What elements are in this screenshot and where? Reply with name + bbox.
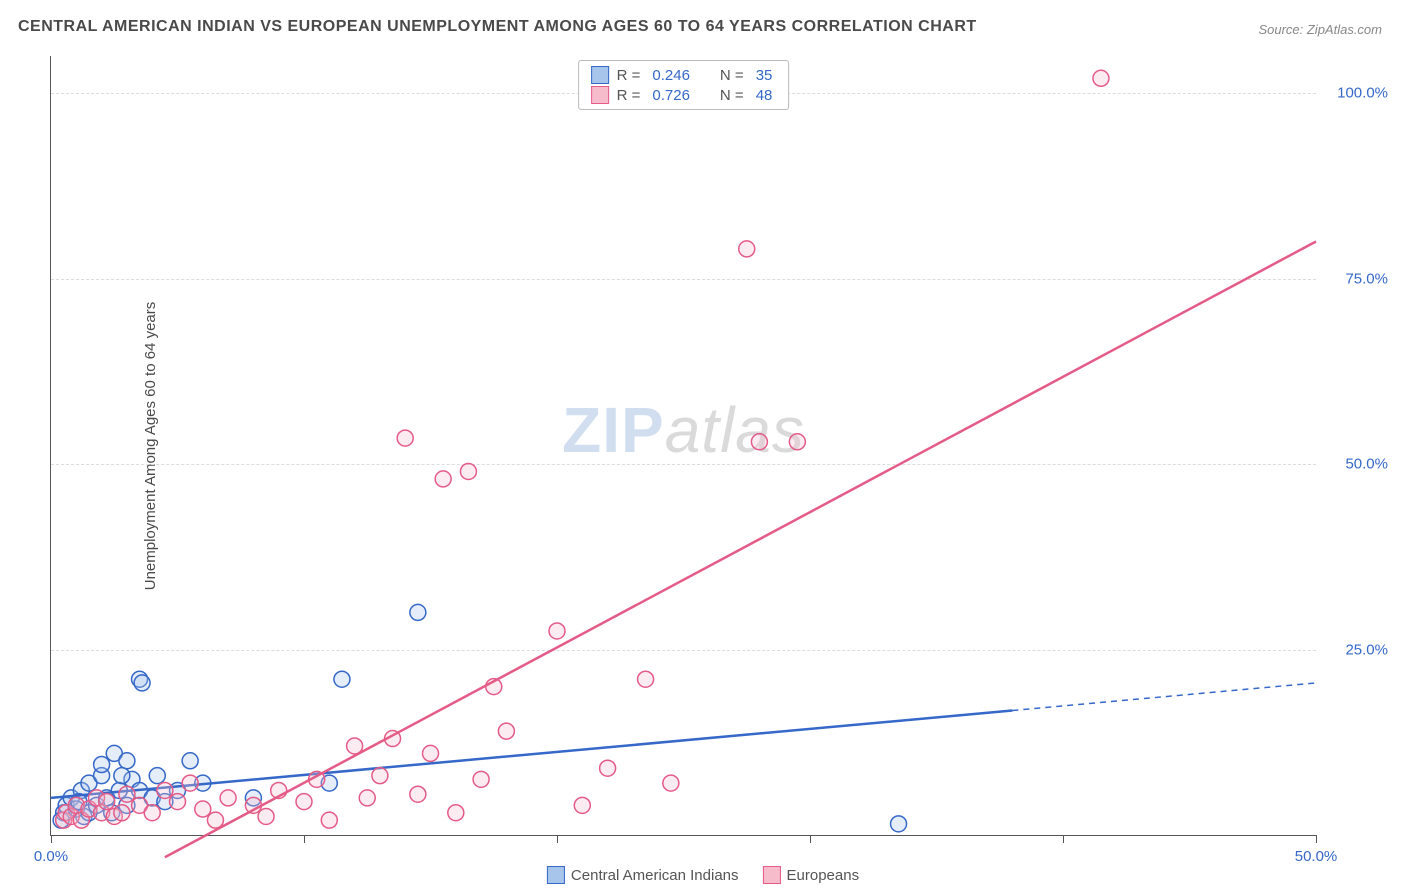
scatter-point-cai: [114, 768, 130, 784]
legend-swatch-bottom-eur: [763, 866, 781, 884]
legend-swatch-eur: [591, 86, 609, 104]
legend-row-eur: R = 0.726 N = 48: [591, 85, 777, 105]
scatter-point-eur: [207, 812, 223, 828]
scatter-point-eur: [423, 745, 439, 761]
xtick: [304, 835, 305, 843]
scatter-point-eur: [144, 805, 160, 821]
legend-label-cai: Central American Indians: [571, 867, 739, 884]
legend-r-value-eur: 0.726: [652, 87, 690, 104]
scatter-point-cai: [119, 753, 135, 769]
legend-r-value-cai: 0.246: [652, 67, 690, 84]
legend-item-eur: Europeans: [763, 866, 860, 884]
scatter-point-eur: [460, 463, 476, 479]
scatter-point-eur: [170, 794, 186, 810]
legend-swatch-cai: [591, 66, 609, 84]
scatter-point-eur: [663, 775, 679, 791]
legend-label-eur: Europeans: [787, 867, 860, 884]
scatter-point-cai: [94, 757, 110, 773]
xtick-label: 0.0%: [34, 848, 68, 865]
scatter-point-cai: [891, 816, 907, 832]
scatter-point-eur: [638, 671, 654, 687]
scatter-point-eur: [359, 790, 375, 806]
scatter-point-eur: [473, 771, 489, 787]
scatter-point-eur: [321, 812, 337, 828]
scatter-point-eur: [739, 241, 755, 257]
scatter-point-eur: [99, 794, 115, 810]
xtick: [1316, 835, 1317, 843]
scatter-point-eur: [157, 782, 173, 798]
scatter-point-eur: [751, 434, 767, 450]
trendline-eur: [165, 241, 1316, 857]
scatter-point-eur: [789, 434, 805, 450]
scatter-point-eur: [372, 768, 388, 784]
chart-svg: [51, 56, 1316, 835]
scatter-point-eur: [220, 790, 236, 806]
scatter-point-eur: [498, 723, 514, 739]
scatter-point-eur: [574, 797, 590, 813]
xtick: [1063, 835, 1064, 843]
ytick-label: 50.0%: [1345, 456, 1388, 473]
scatter-point-cai: [182, 753, 198, 769]
legend-r-label-eur: R =: [617, 87, 641, 104]
ytick-label: 100.0%: [1337, 85, 1388, 102]
ytick-label: 25.0%: [1345, 641, 1388, 658]
scatter-point-eur: [114, 805, 130, 821]
legend-n-label-eur: N =: [720, 87, 744, 104]
legend-correlation: R = 0.246 N = 35 R = 0.726 N = 48: [578, 60, 790, 110]
legend-r-label-cai: R =: [617, 67, 641, 84]
source-label: Source:: [1258, 22, 1306, 37]
scatter-point-eur: [182, 775, 198, 791]
xtick-label: 50.0%: [1295, 848, 1338, 865]
scatter-point-cai: [410, 604, 426, 620]
scatter-point-eur: [448, 805, 464, 821]
scatter-point-eur: [549, 623, 565, 639]
scatter-point-cai: [334, 671, 350, 687]
scatter-point-eur: [258, 808, 274, 824]
scatter-point-eur: [296, 794, 312, 810]
scatter-point-eur: [410, 786, 426, 802]
legend-n-value-cai: 35: [756, 67, 773, 84]
xtick: [51, 835, 52, 843]
chart-title: CENTRAL AMERICAN INDIAN VS EUROPEAN UNEM…: [18, 18, 977, 36]
xtick: [557, 835, 558, 843]
xtick: [810, 835, 811, 843]
legend-item-cai: Central American Indians: [547, 866, 739, 884]
scatter-point-eur: [397, 430, 413, 446]
source-attribution: Source: ZipAtlas.com: [1258, 22, 1382, 37]
scatter-point-eur: [1093, 70, 1109, 86]
legend-n-value-eur: 48: [756, 87, 773, 104]
scatter-point-cai: [134, 675, 150, 691]
legend-n-label-cai: N =: [720, 67, 744, 84]
plot-area: ZIPatlas R = 0.246 N = 35 R = 0.726 N = …: [50, 56, 1316, 836]
scatter-point-eur: [435, 471, 451, 487]
scatter-point-eur: [119, 786, 135, 802]
ytick-label: 75.0%: [1345, 270, 1388, 287]
scatter-point-eur: [195, 801, 211, 817]
scatter-point-eur: [600, 760, 616, 776]
scatter-point-cai: [149, 768, 165, 784]
source-name: ZipAtlas.com: [1307, 22, 1382, 37]
trendline-dashed-cai: [1012, 683, 1316, 711]
legend-swatch-bottom-cai: [547, 866, 565, 884]
legend-series: Central American Indians Europeans: [547, 866, 859, 884]
legend-row-cai: R = 0.246 N = 35: [591, 65, 777, 85]
